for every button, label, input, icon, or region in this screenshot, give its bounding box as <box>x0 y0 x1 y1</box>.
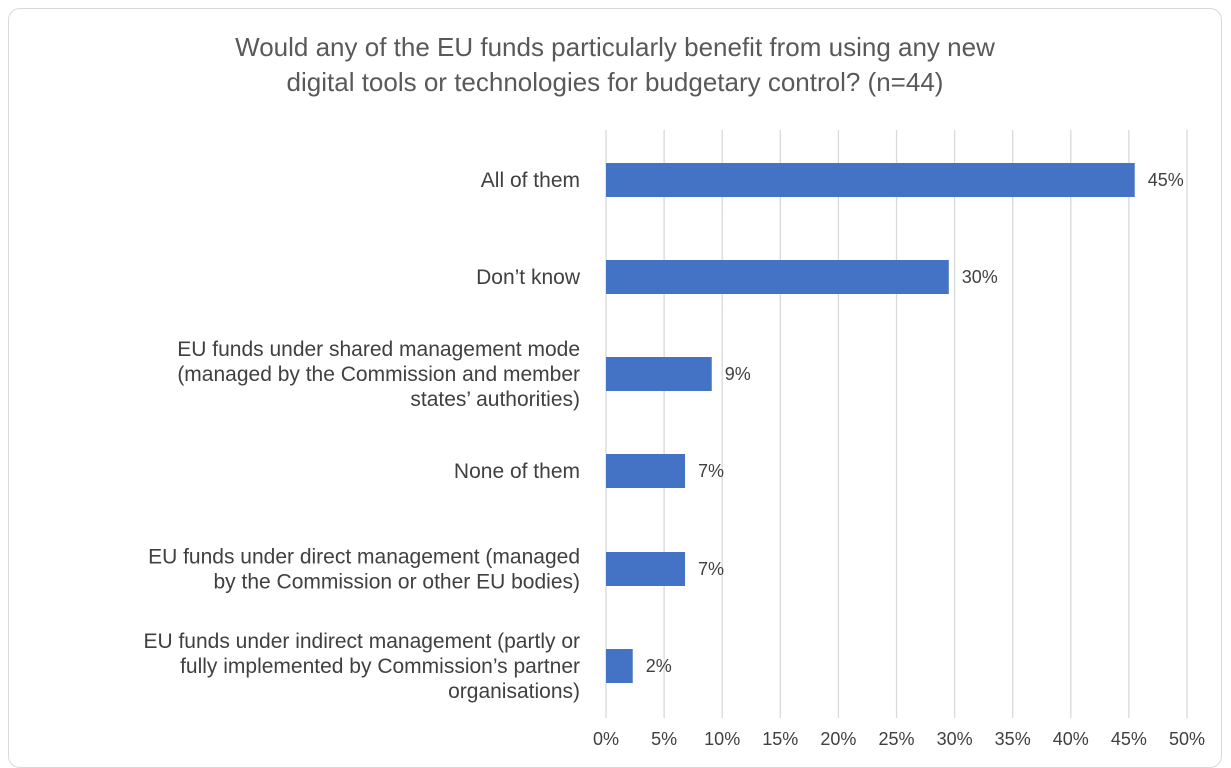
category-label: All of them <box>481 169 580 192</box>
x-tick-label: 30% <box>937 729 973 749</box>
data-label: 7% <box>698 461 724 481</box>
x-tick-label: 5% <box>651 729 677 749</box>
category-label: Don’t know <box>476 266 581 289</box>
bar <box>606 454 686 488</box>
x-tick-label: 10% <box>704 729 740 749</box>
category-label: states’ authorities) <box>410 388 580 411</box>
bar <box>606 552 686 586</box>
category-label: fully implemented by Commission’s partne… <box>180 655 580 678</box>
bars <box>606 163 1135 683</box>
data-label: 45% <box>1148 170 1184 190</box>
bar <box>606 260 949 294</box>
x-tick-label: 15% <box>762 729 798 749</box>
category-label: EU funds under shared management mode <box>177 338 580 361</box>
x-tick-label: 35% <box>995 729 1031 749</box>
bar <box>606 163 1135 197</box>
x-tick-label: 20% <box>820 729 856 749</box>
category-label: EU funds under direct management (manage… <box>148 546 580 569</box>
bar <box>606 649 633 683</box>
x-tick-label: 50% <box>1169 729 1205 749</box>
category-label: (managed by the Commission and member <box>177 363 580 386</box>
category-label: by the Commission or other EU bodies) <box>214 571 581 594</box>
data-label: 30% <box>962 267 998 287</box>
gridlines <box>605 130 1188 718</box>
data-label: 2% <box>646 656 672 676</box>
data-labels: 45% 30% 9% 7% 7% 2% <box>646 170 1184 676</box>
x-tick-label: 0% <box>593 729 619 749</box>
chart-title: Would any of the EU funds particularly b… <box>235 32 995 97</box>
data-label: 9% <box>725 364 751 384</box>
x-tick-label: 25% <box>878 729 914 749</box>
bar <box>606 357 712 391</box>
chart-title-line: digital tools or technologies for budget… <box>287 67 944 97</box>
chart-title-line: Would any of the EU funds particularly b… <box>235 32 995 62</box>
category-label: organisations) <box>448 680 580 703</box>
category-label: None of them <box>454 460 580 483</box>
x-tick-label: 40% <box>1053 729 1089 749</box>
x-tick-label: 45% <box>1111 729 1147 749</box>
category-labels: All of them Don’t know EU funds under shar… <box>143 169 580 703</box>
category-label: EU funds under indirect management (part… <box>143 630 580 653</box>
x-axis-tick-labels: 0% 5% 10% 15% 20% 25% 30% 35% 40% 45% 50% <box>593 729 1205 749</box>
data-label: 7% <box>698 559 724 579</box>
